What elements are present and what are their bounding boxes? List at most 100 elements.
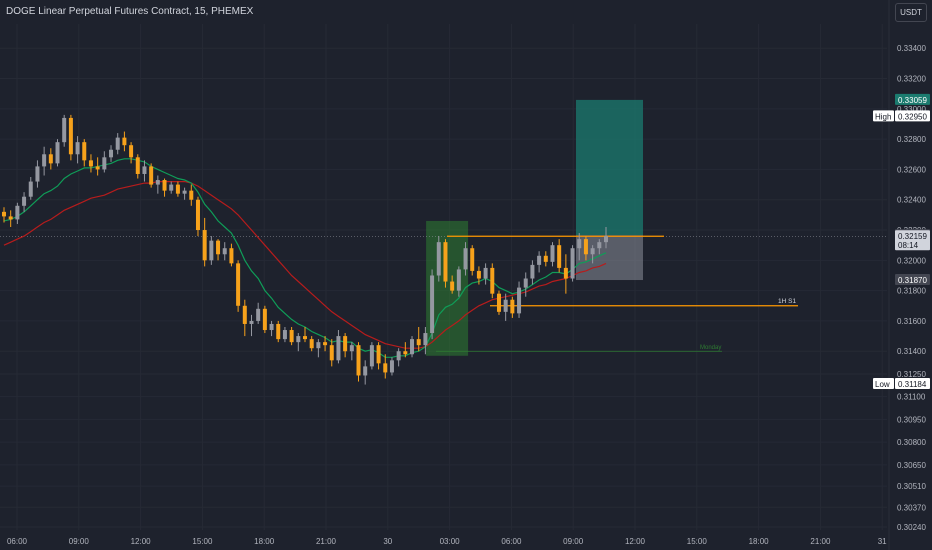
candle-body [262, 308, 267, 331]
candle-body [109, 149, 114, 158]
candle-body [236, 263, 241, 306]
price-tag-value: 0.32950 [898, 112, 927, 121]
candle-body [356, 345, 361, 376]
x-axis: 06:00 09:00 12:00 15:00 18:00 21:00 30 03:00 06:… [7, 537, 887, 546]
price-tag [895, 274, 930, 286]
y-tick-label: 0.31250 [897, 370, 926, 379]
candle-body [249, 320, 254, 324]
candle-body [296, 336, 301, 343]
candle-body [135, 157, 140, 174]
candle-body [510, 299, 515, 314]
y-tick-label: 0.30800 [897, 438, 926, 447]
candle-body [430, 275, 435, 334]
candle-body [557, 245, 562, 268]
candle-body [450, 281, 455, 291]
candle-body [570, 248, 575, 279]
candle-body [175, 184, 180, 194]
candle-body [115, 137, 120, 150]
x-tick-label: 15:00 [687, 537, 708, 546]
y-tick-label: 0.30950 [897, 415, 926, 424]
candle-body [75, 142, 80, 155]
candle-body [410, 339, 415, 355]
candle-body [82, 142, 87, 161]
candle-body [503, 299, 508, 312]
y-tick-label: 0.32000 [897, 256, 926, 265]
x-tick-label: 31 [878, 537, 887, 546]
candle-body [597, 242, 602, 249]
candle-body [2, 211, 6, 217]
x-tick-label: 06:00 [501, 537, 522, 546]
candle-body [95, 166, 100, 170]
y-tick-label: 0.33200 [897, 75, 926, 84]
candle-body [343, 336, 348, 352]
candle-body [15, 205, 20, 220]
x-tick-label: 21:00 [316, 537, 337, 546]
y-tick-label: 0.31600 [897, 317, 926, 326]
price-tag-value: 0.31184 [898, 380, 927, 389]
currency-selector[interactable]: USDT [895, 3, 927, 22]
candles [2, 114, 608, 385]
price-tag-name-bg [873, 110, 894, 122]
x-tick-label: 03:00 [440, 537, 461, 546]
x-tick-label: 06:00 [7, 537, 28, 546]
candle-body [436, 242, 441, 276]
price-tag-name-bg [873, 377, 894, 389]
y-tick-label: 0.30510 [897, 482, 926, 491]
x-tick-label: 09:00 [69, 537, 90, 546]
candle-body [189, 190, 194, 200]
candle-body [209, 240, 214, 261]
candle-body [604, 236, 608, 243]
candle-body [443, 242, 448, 282]
x-tick-label: 30 [383, 537, 392, 546]
y-tick-label: 0.32600 [897, 165, 926, 174]
candle-body [470, 248, 475, 271]
price-labels: 0.330590.32950High0.321660.3215908:140.3… [873, 93, 930, 389]
ema-slow-line [3, 181, 607, 349]
candle-body [242, 305, 247, 324]
x-tick-label: 18:00 [749, 537, 770, 546]
candle-body [303, 336, 307, 340]
candle-body [229, 248, 234, 264]
price-tag-value: 0.33059 [898, 96, 927, 105]
y-tick-label: 0.31800 [897, 287, 926, 296]
candle-body [530, 264, 535, 279]
candle-body [88, 160, 93, 167]
candle-body [162, 180, 167, 191]
price-tag-value: 0.31870 [898, 276, 927, 285]
candle-body [122, 137, 127, 146]
price-tag [895, 93, 930, 105]
candle-body [155, 180, 160, 185]
support-label: 1H S1 [778, 298, 796, 305]
candle-body [142, 166, 147, 174]
candle-body [289, 330, 294, 343]
chart-title: DOGE Linear Perpetual Futures Contract, … [6, 6, 254, 17]
candle-body [68, 117, 73, 155]
y-tick-label: 0.30650 [897, 461, 926, 470]
candle-body [543, 255, 548, 262]
monday-label: Monday [700, 345, 721, 351]
price-tag-name: Low [875, 380, 890, 389]
candle-body [490, 267, 495, 294]
candle-body [523, 278, 528, 288]
candle-body [369, 345, 374, 367]
candle-body [102, 157, 107, 170]
candle-body [48, 154, 53, 164]
position-target-zone [576, 99, 643, 236]
candle-body [496, 293, 501, 312]
candle-body [550, 245, 555, 262]
candle-body [349, 345, 354, 352]
candle-body [169, 184, 174, 191]
candle-body [456, 269, 461, 291]
candle-body [363, 366, 368, 376]
price-tag-time: 08:14 [898, 241, 919, 250]
candle-body [563, 267, 568, 279]
x-tick-label: 18:00 [254, 537, 275, 546]
candle-body [590, 248, 595, 255]
candle-body [583, 239, 588, 255]
candle-body [389, 360, 394, 373]
x-tick-label: 12:00 [625, 537, 646, 546]
x-tick-label: 15:00 [192, 537, 213, 546]
x-tick-label: 21:00 [810, 537, 831, 546]
candle-body [202, 230, 207, 261]
